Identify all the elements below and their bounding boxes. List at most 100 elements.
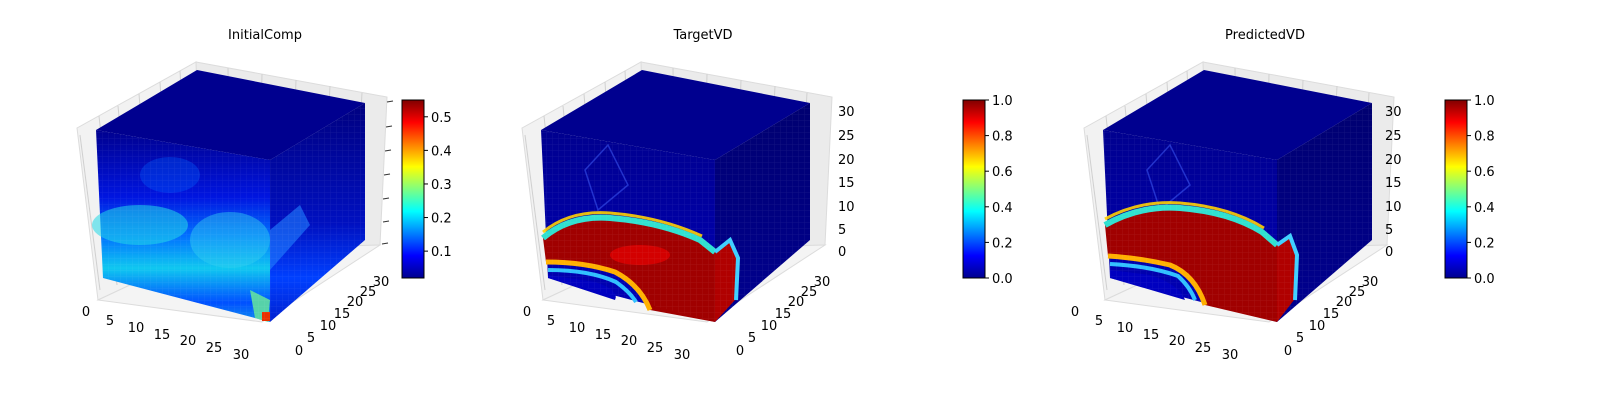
y-tick: 5	[307, 331, 315, 346]
colorbar-tick-label: 0.6	[992, 165, 1013, 180]
cube-top	[96, 70, 365, 160]
colorbar: 0.0 0.2 0.4 0.6 0.8 1.0	[1444, 94, 1495, 287]
y-tick: 5	[1296, 331, 1304, 346]
z-tick: 30	[1385, 105, 1402, 120]
colorbar-tick-label: 0.8	[992, 130, 1013, 145]
z-tick: 15	[1385, 176, 1402, 191]
subplot-predictedvd: PredictedVD	[1071, 28, 1495, 363]
colorbar-tick-label: 0.2	[431, 212, 452, 227]
y-axis-ticks: 0 5 10 15 20 25 30	[736, 275, 830, 359]
x-tick: 5	[547, 314, 555, 329]
colorbar-gradient	[1444, 99, 1468, 279]
subplot-targetvd: TargetVD	[521, 28, 1013, 363]
colorbar-gradient	[962, 99, 986, 279]
y-tick: 30	[1362, 275, 1379, 290]
y-tick: 25	[360, 285, 377, 300]
colorbar-tick-label: 0.0	[992, 272, 1013, 287]
z-axis-ticks: 0 5 10 15 20 25 30	[1385, 105, 1402, 260]
colorbar-tick-label: 0.0	[1474, 272, 1495, 287]
x-tick: 20	[621, 334, 638, 349]
colorbar-tick-label: 0.1	[431, 245, 452, 260]
colorbar-tick-label: 0.4	[992, 201, 1013, 216]
y-tick: 10	[1309, 319, 1326, 334]
z-tick: 10	[1385, 200, 1402, 215]
colorbar-tick-label: 1.0	[1474, 94, 1495, 109]
y-tick: 0	[1284, 344, 1292, 359]
z-tick: 10	[838, 200, 855, 215]
x-tick: 0	[1071, 305, 1079, 320]
y-tick: 30	[814, 275, 831, 290]
x-tick: 20	[180, 334, 197, 349]
z-axis-ticks: 0 5 10 15 20 25 30	[838, 105, 855, 260]
y-tick: 25	[801, 285, 818, 300]
z-tick: 20	[1385, 153, 1402, 168]
colorbar-tick-label: 0.5	[431, 111, 452, 126]
y-tick: 0	[295, 344, 303, 359]
x-tick: 0	[82, 305, 90, 320]
z-axis-ticks	[381, 100, 394, 245]
x-tick: 15	[154, 328, 171, 343]
x-tick: 25	[206, 341, 223, 356]
x-tick: 30	[233, 348, 250, 363]
x-tick: 30	[1222, 348, 1239, 363]
y-axis-ticks: 0 5 10 15 20 25 30	[1284, 275, 1378, 359]
x-tick: 25	[647, 341, 664, 356]
y-axis-ticks: 0 5 10 15 20 25 30	[295, 275, 389, 359]
colorbar-tick-label: 0.6	[1474, 165, 1495, 180]
cube-top	[541, 70, 810, 160]
chart-title: PredictedVD	[1225, 28, 1305, 43]
colorbar: 0.1 0.2 0.3 0.4 0.5	[401, 99, 452, 279]
x-tick: 5	[106, 314, 114, 329]
z-tick: 5	[1385, 223, 1393, 238]
colorbar-tick-label: 1.0	[992, 94, 1013, 109]
z-tick: 20	[838, 153, 855, 168]
voxel-cube	[1103, 70, 1372, 322]
chart-title: InitialComp	[228, 28, 302, 43]
y-tick: 10	[320, 319, 337, 334]
cube-top	[1103, 70, 1372, 160]
x-tick: 15	[1143, 328, 1160, 343]
x-tick: 25	[1195, 341, 1212, 356]
y-tick: 5	[748, 331, 756, 346]
x-axis-ticks: 0 5 10 15 20 25 30	[1071, 305, 1238, 363]
x-tick: 5	[1095, 314, 1103, 329]
colorbar-ticks: 0.0 0.2 0.4 0.6 0.8 1.0	[1467, 94, 1495, 287]
x-tick: 15	[595, 328, 612, 343]
colorbar-tick-label: 0.3	[431, 178, 452, 193]
z-tick: 0	[1385, 245, 1393, 260]
z-tick: 25	[1385, 129, 1402, 144]
y-tick: 15	[334, 307, 351, 322]
z-tick: 30	[838, 105, 855, 120]
y-tick: 10	[761, 319, 778, 334]
x-tick: 0	[523, 305, 531, 320]
y-tick: 20	[788, 295, 805, 310]
y-tick: 15	[775, 307, 792, 322]
colorbar-tick-label: 0.4	[431, 144, 452, 159]
chart-title: TargetVD	[672, 28, 732, 43]
z-tick: 15	[838, 176, 855, 191]
x-axis-ticks: 0 5 10 15 20 25 30	[523, 305, 690, 363]
y-tick: 15	[1323, 307, 1340, 322]
colorbar: 0.0 0.2 0.4 0.6 0.8 1.0	[962, 94, 1013, 287]
x-tick: 20	[1169, 334, 1186, 349]
subplot-initialcomp: InitialComp	[76, 28, 452, 363]
y-tick: 25	[1349, 285, 1366, 300]
x-tick: 30	[674, 348, 691, 363]
z-tick: 0	[838, 245, 846, 260]
colorbar-tick-label: 0.8	[1474, 130, 1495, 145]
y-tick: 20	[347, 295, 364, 310]
y-tick: 20	[1336, 295, 1353, 310]
x-axis-ticks: 0 5 10 15 20 25 30	[82, 305, 249, 363]
x-tick: 10	[569, 321, 586, 336]
colorbar-ticks: 0.0 0.2 0.4 0.6 0.8 1.0	[985, 94, 1013, 287]
z-tick: 25	[838, 129, 855, 144]
colorbar-ticks: 0.1 0.2 0.3 0.4 0.5	[424, 111, 452, 260]
z-tick: 5	[838, 223, 846, 238]
colorbar-tick-label: 0.2	[1474, 236, 1495, 251]
y-tick: 0	[736, 344, 744, 359]
voxel-cube	[541, 70, 810, 322]
colorbar-tick-label: 0.2	[992, 236, 1013, 251]
x-tick: 10	[128, 321, 145, 336]
x-tick: 10	[1117, 321, 1134, 336]
